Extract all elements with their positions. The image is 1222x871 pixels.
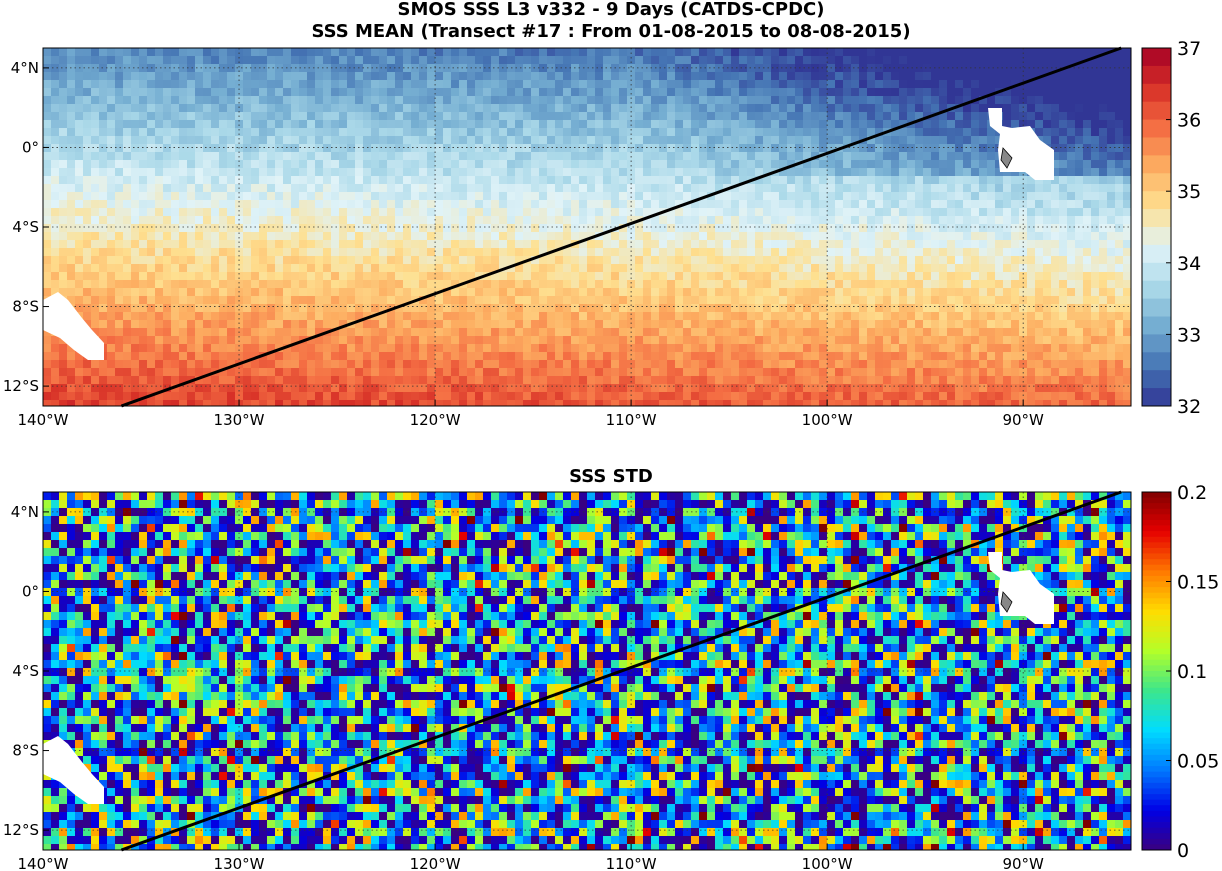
colorbar-tick-label: 36	[1177, 110, 1201, 132]
lat-tick-label: 12°S	[3, 821, 39, 839]
colorbar-tick-label: 0.2	[1177, 482, 1207, 504]
lon-tick-label: 110°W	[606, 411, 657, 429]
figure-title: SMOS SSS L3 v332 - 9 Days (CATDS-CPDC)	[397, 0, 825, 20]
mean-heatmap	[43, 48, 1131, 406]
mean-graticule	[43, 48, 1131, 406]
lat-tick-label: 8°S	[12, 298, 39, 316]
lat-tick-label: 4°S	[12, 218, 39, 236]
std-map-panel: 140°W 130°W 120°W 110°W 100°W 90°W 4°N 0° 4°S 8°S…	[3, 482, 1219, 871]
std-axis-ticks: 140°W 130°W 120°W 110°W 100°W 90°W 4°N 0° 4°S 8°S…	[3, 503, 1044, 871]
std-land-mask	[43, 552, 1054, 804]
lat-tick-label: 0°	[22, 138, 39, 156]
lat-tick-label: 4°N	[11, 59, 39, 77]
galapagos-island-icon	[1000, 591, 1013, 613]
mean-land-mask	[43, 108, 1054, 360]
lon-tick-label: 100°W	[802, 411, 853, 429]
lon-tick-label: 120°W	[410, 855, 461, 871]
colorbar-tick-label: 37	[1177, 38, 1201, 60]
colorbar-tick-label: 32	[1177, 396, 1201, 418]
lon-tick-label: 120°W	[410, 411, 461, 429]
mean-axis-ticks: 140°W 130°W 120°W 110°W 100°W 90°W 4°N 0° 4°S 8°S…	[3, 59, 1044, 429]
colorbar-tick-label: 0	[1177, 840, 1189, 862]
std-colorbar: 0.2 0.15 0.1 0.05 0	[1141, 482, 1219, 862]
colorbar-tick-label: 34	[1177, 253, 1201, 275]
lon-tick-label: 130°W	[214, 411, 265, 429]
lon-tick-label: 130°W	[214, 855, 265, 871]
colorbar-tick-label: 0.1	[1177, 661, 1207, 683]
lon-tick-label: 100°W	[802, 855, 853, 871]
mean-colorbar: 37 36 35 34 33 32	[1141, 38, 1201, 418]
std-transect-line	[120, 490, 1122, 852]
lat-tick-label: 12°S	[3, 377, 39, 395]
mean-map-panel: 140°W 130°W 120°W 110°W 100°W 90°W 4°N 0° 4°S 8°S…	[3, 38, 1201, 429]
lat-tick-label: 4°N	[11, 503, 39, 521]
lon-tick-label: 90°W	[1002, 855, 1044, 871]
mean-transect-line	[120, 46, 1122, 408]
lat-tick-label: 0°	[22, 582, 39, 600]
std-graticule	[43, 492, 1131, 850]
colorbar-tick-label: 35	[1177, 181, 1201, 203]
colorbar-tick-label: 0.05	[1177, 751, 1219, 773]
lon-tick-label: 110°W	[606, 855, 657, 871]
lon-tick-label: 140°W	[18, 855, 69, 871]
mean-panel-title: SSS MEAN (Transect #17 : From 01-08-2015…	[311, 21, 911, 42]
lon-tick-label: 90°W	[1002, 411, 1044, 429]
colorbar-tick-label: 0.15	[1177, 572, 1219, 594]
std-panel-title: SSS STD	[569, 466, 653, 487]
lat-tick-label: 4°S	[12, 662, 39, 680]
colorbar-tick-label: 33	[1177, 324, 1201, 346]
galapagos-island-icon	[1000, 147, 1013, 169]
lon-tick-label: 140°W	[18, 411, 69, 429]
lat-tick-label: 8°S	[12, 742, 39, 760]
